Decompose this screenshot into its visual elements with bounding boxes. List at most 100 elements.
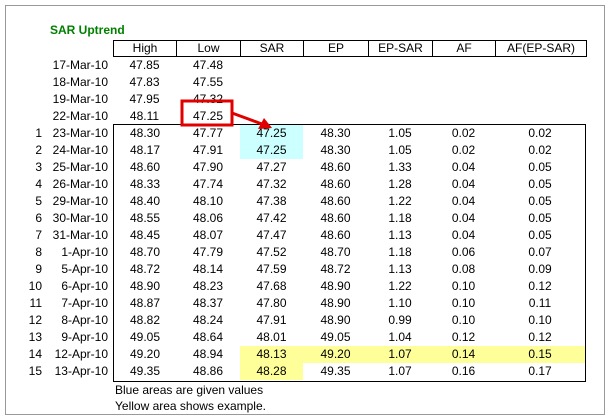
- value-cell: 48.07: [192, 228, 224, 242]
- value-cell: 49.20: [129, 347, 161, 361]
- value-cell: 0.08: [451, 262, 476, 276]
- value-cell: 48.60: [320, 228, 351, 242]
- row-number: 8: [35, 245, 42, 259]
- value-cell: 0.10: [528, 313, 552, 327]
- value-cell: 47.25: [240, 125, 303, 142]
- date-cell: 18-Mar-10: [52, 75, 108, 89]
- date-cell: 7-Apr-10: [61, 296, 108, 310]
- date-cell: 22-Mar-10: [52, 109, 108, 123]
- row-number: 14: [28, 347, 42, 361]
- date-cell: 19-Mar-10: [52, 92, 108, 106]
- value-cell: 47.83: [129, 75, 160, 89]
- date-cell: 13-Apr-10: [54, 364, 108, 378]
- value-cell: 0.10: [451, 279, 476, 293]
- date-cell: 6-Apr-10: [61, 279, 108, 293]
- row-number: 10: [28, 279, 42, 293]
- value-cell: 47.77: [192, 126, 224, 140]
- value-cell: 1.05: [388, 143, 412, 157]
- value-cell: 0.06: [451, 245, 476, 259]
- value-cell: 0.05: [528, 160, 552, 174]
- value-cell: 47.38: [256, 194, 287, 208]
- value-cell: 47.91: [256, 313, 287, 327]
- date-cell: 26-Mar-10: [52, 177, 108, 191]
- frame: [5, 5, 605, 415]
- value-cell: 47.91: [192, 143, 224, 157]
- value-cell: 0.15: [495, 346, 585, 363]
- value-cell: 48.70: [129, 245, 161, 259]
- row-number: 12: [28, 313, 42, 327]
- value-cell: 0.14: [432, 346, 495, 363]
- value-cell: 48.45: [129, 228, 161, 242]
- row-number: 4: [35, 177, 42, 191]
- data-box: [113, 124, 586, 382]
- value-cell: 47.90: [192, 160, 224, 174]
- value-cell: 0.05: [528, 177, 552, 191]
- value-cell: 48.01: [256, 330, 287, 344]
- row-number: 6: [35, 211, 42, 225]
- value-cell: 48.55: [129, 211, 161, 225]
- value-cell: 47.79: [192, 245, 224, 259]
- row-number: 13: [28, 330, 42, 344]
- value-cell: 0.09: [528, 262, 552, 276]
- value-cell: 1.22: [388, 194, 412, 208]
- value-cell: 0.05: [528, 228, 552, 242]
- value-cell: 0.99: [388, 313, 412, 327]
- header-cell: SAR: [240, 40, 304, 57]
- value-cell: 1.13: [388, 262, 412, 276]
- value-cell: 48.60: [320, 177, 351, 191]
- date-cell: 29-Mar-10: [52, 194, 108, 208]
- header-cell: Low: [176, 40, 241, 57]
- value-cell: 48.10: [192, 194, 224, 208]
- value-cell: 48.28: [240, 363, 303, 380]
- date-cell: 1-Apr-10: [61, 245, 108, 259]
- date-cell: 24-Mar-10: [52, 143, 108, 157]
- value-cell: 1.18: [388, 245, 412, 259]
- value-cell: 48.40: [129, 194, 161, 208]
- date-cell: 5-Apr-10: [61, 262, 108, 276]
- date-cell: 17-Mar-10: [52, 58, 108, 72]
- header-cell: EP: [303, 40, 369, 57]
- value-cell: 0.04: [451, 177, 476, 191]
- value-cell: 0.10: [451, 313, 476, 327]
- value-cell: 48.86: [192, 364, 224, 378]
- value-cell: 47.48: [192, 58, 224, 72]
- value-cell: 48.60: [320, 194, 351, 208]
- value-cell: 0.02: [528, 143, 552, 157]
- row-number: 7: [35, 228, 42, 242]
- value-cell: 47.52: [256, 245, 287, 259]
- row-number: 9: [35, 262, 42, 276]
- value-cell: 48.90: [129, 279, 161, 293]
- header-cell: AF: [432, 40, 496, 57]
- row-number: 15: [28, 364, 42, 378]
- row-number: 1: [35, 126, 42, 140]
- value-cell: 1.10: [388, 296, 412, 310]
- value-cell: 48.06: [192, 211, 224, 225]
- value-cell: 0.04: [451, 211, 476, 225]
- value-cell: 48.87: [129, 296, 161, 310]
- value-cell: 47.32: [256, 177, 287, 191]
- date-cell: 30-Mar-10: [52, 211, 108, 225]
- value-cell: 0.02: [451, 126, 476, 140]
- value-cell: 0.04: [451, 194, 476, 208]
- value-cell: 47.55: [192, 75, 224, 89]
- note: Blue areas are given values: [115, 383, 264, 397]
- value-cell: 1.22: [388, 279, 412, 293]
- value-cell: 48.14: [192, 262, 224, 276]
- value-cell: 47.42: [256, 211, 287, 225]
- value-cell: 1.13: [388, 228, 412, 242]
- value-cell: 0.02: [528, 126, 552, 140]
- value-cell: 48.30: [320, 143, 351, 157]
- value-cell: 48.72: [129, 262, 161, 276]
- value-cell: 47.85: [129, 58, 160, 72]
- value-cell: 1.07: [388, 364, 412, 378]
- value-cell: 48.70: [320, 245, 351, 259]
- value-cell: 47.32: [192, 92, 224, 106]
- value-cell: 48.23: [192, 279, 224, 293]
- title: SAR Uptrend: [50, 23, 125, 37]
- value-cell: 47.68: [256, 279, 287, 293]
- row-number: 5: [35, 194, 42, 208]
- value-cell: 48.82: [129, 313, 161, 327]
- value-cell: 48.37: [192, 296, 224, 310]
- value-cell: 48.17: [129, 143, 161, 157]
- value-cell: 0.02: [451, 143, 476, 157]
